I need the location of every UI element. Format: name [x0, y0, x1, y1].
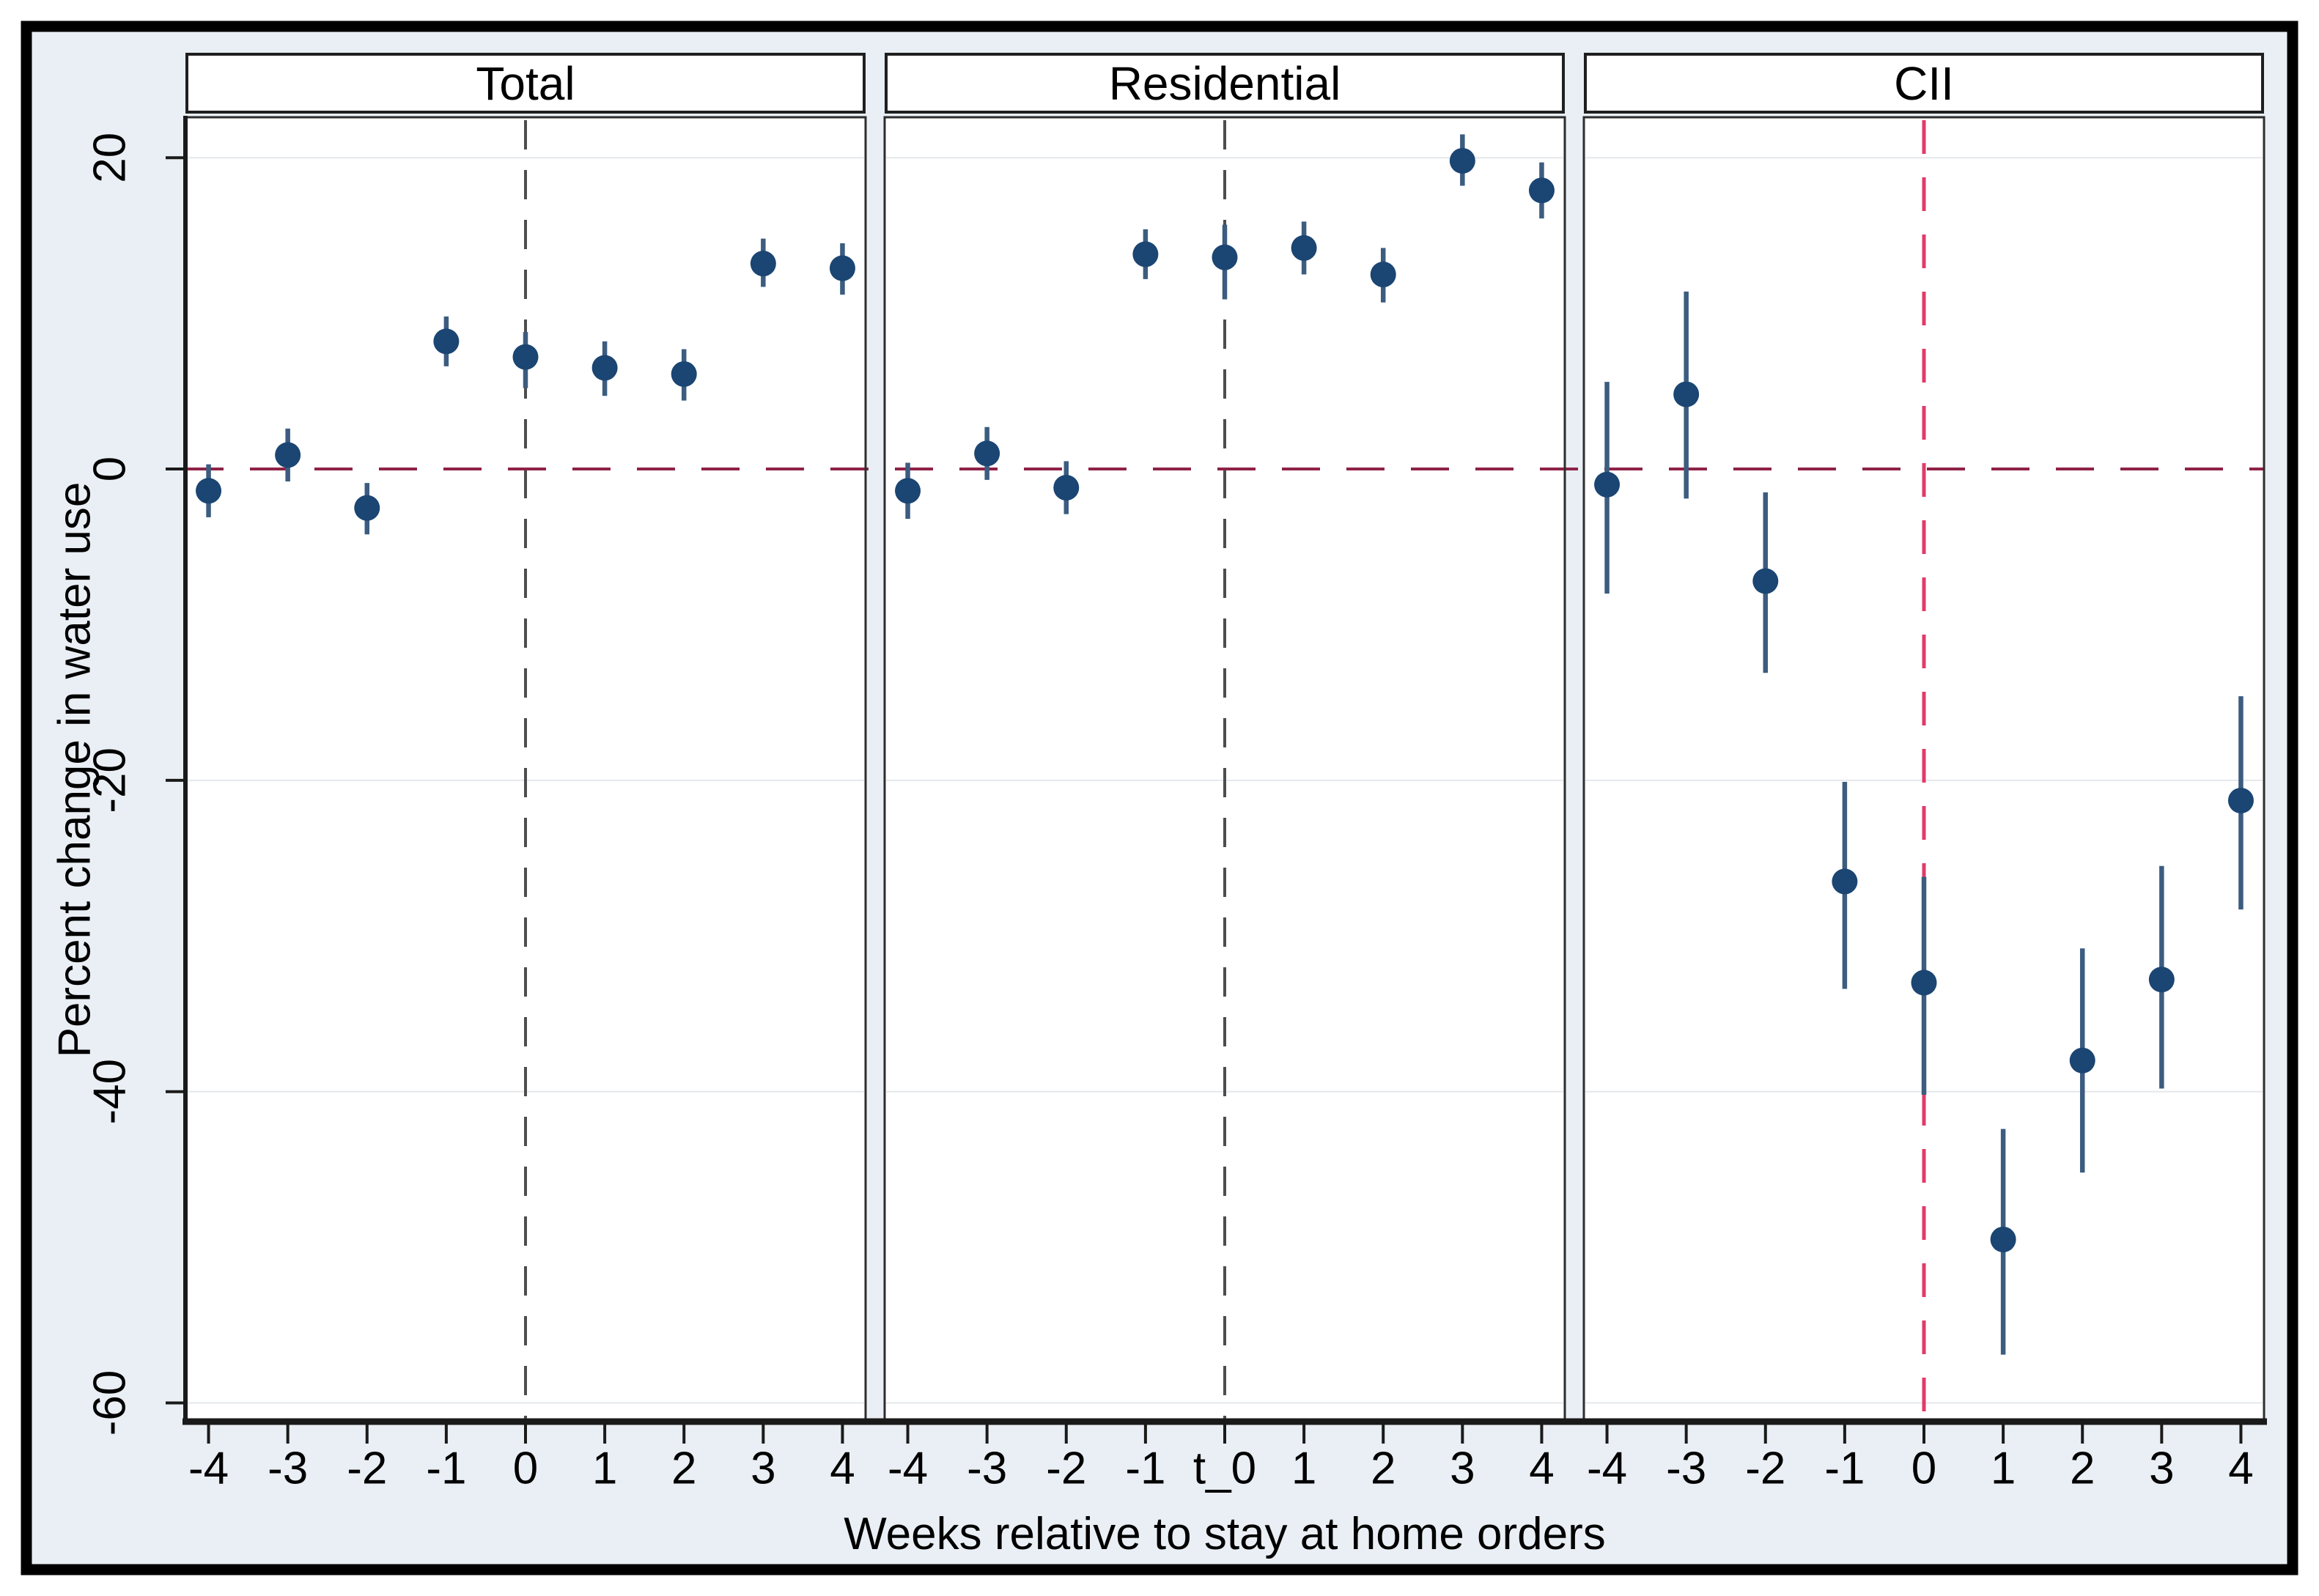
x-tick-label: -1 [1824, 1444, 1865, 1494]
data-point [275, 442, 301, 468]
x-tick-label: -2 [1046, 1444, 1086, 1494]
data-point [196, 478, 222, 504]
panel-header-cii: CII [1584, 53, 2264, 114]
x-tick-label: 0 [1911, 1444, 1936, 1494]
x-tick-label: -3 [1666, 1444, 1706, 1494]
x-tick-label: -3 [967, 1444, 1007, 1494]
y-tick-label: -40 [85, 1059, 136, 1125]
data-point [1132, 241, 1159, 267]
data-point [512, 344, 539, 370]
x-tick-label: -3 [268, 1444, 308, 1494]
y-axis-title: Percent change in water use [49, 481, 100, 1057]
x-axis-title: Weeks relative to stay at home orders [844, 1509, 1606, 1559]
data-point [2069, 1047, 2095, 1074]
data-point [1832, 868, 1858, 895]
data-point [433, 328, 460, 355]
x-tick-label: 2 [671, 1444, 696, 1494]
x-tick-label: 1 [1991, 1444, 2016, 1494]
data-point [1594, 471, 1621, 498]
x-tick-label: -4 [1587, 1444, 1627, 1494]
data-point [895, 478, 921, 504]
x-tick-label: 4 [1529, 1444, 1554, 1494]
data-point [1911, 969, 1937, 996]
data-point [1370, 262, 1396, 288]
y-tick-label: -60 [85, 1370, 136, 1436]
y-tick-label: -20 [85, 747, 136, 813]
x-tick-label: 1 [1291, 1444, 1316, 1494]
data-point [591, 355, 618, 381]
data-point [2148, 967, 2175, 993]
x-tick-label: -2 [347, 1444, 387, 1494]
data-point [1212, 244, 1238, 270]
x-tick-label: 4 [830, 1444, 855, 1494]
x-tick-label: -1 [1125, 1444, 1165, 1494]
data-point [1673, 381, 1700, 407]
y-tick-label: 0 [85, 457, 136, 481]
data-point [1053, 475, 1080, 501]
x-tick-label: -2 [1745, 1444, 1785, 1494]
y-tick-label: 20 [85, 133, 136, 183]
data-point [750, 251, 776, 277]
data-point [1449, 147, 1475, 174]
x-tick-label: t_0 [1193, 1444, 1256, 1494]
data-point [1990, 1226, 2016, 1252]
panel-title: Residential [1108, 56, 1341, 110]
x-tick-label: -1 [426, 1444, 466, 1494]
x-tick-label: 3 [2149, 1444, 2174, 1494]
data-point [974, 440, 1000, 467]
x-tick-label: 4 [2228, 1444, 2253, 1494]
data-point [1291, 234, 1317, 261]
x-tick-label: 3 [1450, 1444, 1475, 1494]
data-point [1528, 177, 1555, 204]
panel-header-total: Total [185, 53, 866, 114]
data-point [354, 495, 380, 521]
data-point [2227, 787, 2254, 813]
x-tick-label: -4 [888, 1444, 928, 1494]
x-tick-label: 0 [513, 1444, 538, 1494]
panel-header-residential: Residential [885, 53, 1565, 114]
x-tick-label: -4 [188, 1444, 229, 1494]
data-point [671, 361, 697, 387]
panel-title: Total [476, 56, 575, 110]
x-tick-label: 2 [2070, 1444, 2095, 1494]
x-tick-label: 1 [592, 1444, 617, 1494]
x-tick-label: 2 [1371, 1444, 1396, 1494]
x-tick-label: 3 [751, 1444, 775, 1494]
panel-title: CII [1894, 56, 1954, 110]
data-point [829, 255, 855, 281]
data-point [1752, 568, 1779, 594]
